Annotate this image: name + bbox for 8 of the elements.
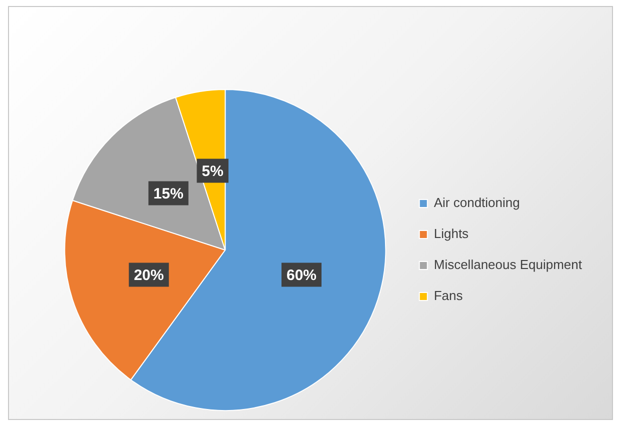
legend-label: Miscellaneous Equipment <box>434 257 582 272</box>
data-label: 5% <box>202 162 224 180</box>
legend-label: Lights <box>434 226 470 242</box>
data-label: 15% <box>153 185 184 202</box>
legend-label: Fans <box>434 288 464 304</box>
data-label: 20% <box>134 266 164 284</box>
data-label: 60% <box>286 266 317 284</box>
legend-label: Air condtioning <box>434 195 520 210</box>
